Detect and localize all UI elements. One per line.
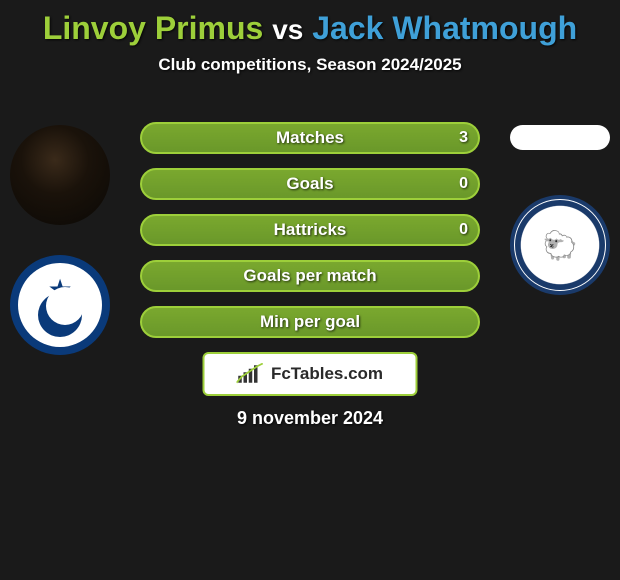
chart-icon: [237, 363, 265, 385]
stat-row-hattricks: Hattricks 0: [140, 214, 480, 246]
stats-chart: Matches 3 Goals 0 Hattricks 0 Goals per …: [140, 122, 480, 352]
right-column: 🐑: [510, 125, 610, 295]
vs-text: vs: [272, 14, 303, 45]
date: 9 november 2024: [0, 408, 620, 429]
player1-name: Linvoy Primus: [43, 10, 264, 46]
player2-name: Jack Whatmough: [312, 10, 577, 46]
stat-row-mpg: Min per goal: [140, 306, 480, 338]
stat-row-gpm: Goals per match: [140, 260, 480, 292]
comparison-title: Linvoy Primus vs Jack Whatmough: [0, 0, 620, 47]
player1-club-badge: [10, 255, 110, 355]
source-badge: FcTables.com: [203, 352, 418, 396]
stat-value-right: 0: [459, 170, 468, 198]
stat-label: Min per goal: [142, 308, 478, 336]
stat-label: Hattricks: [142, 216, 478, 244]
subtitle: Club competitions, Season 2024/2025: [0, 55, 620, 75]
lamb-icon: 🐑: [543, 229, 578, 262]
player2-avatar: [510, 125, 610, 150]
stat-label: Goals: [142, 170, 478, 198]
left-column: [10, 125, 110, 355]
stat-row-goals: Goals 0: [140, 168, 480, 200]
player1-avatar: [10, 125, 110, 225]
stat-label: Matches: [142, 124, 478, 152]
player2-club-badge: 🐑: [510, 195, 610, 295]
stat-value-right: 3: [459, 124, 468, 152]
stat-row-matches: Matches 3: [140, 122, 480, 154]
stat-label: Goals per match: [142, 262, 478, 290]
stat-value-right: 0: [459, 216, 468, 244]
source-label: FcTables.com: [271, 364, 383, 384]
crescent-icon: [38, 293, 82, 337]
